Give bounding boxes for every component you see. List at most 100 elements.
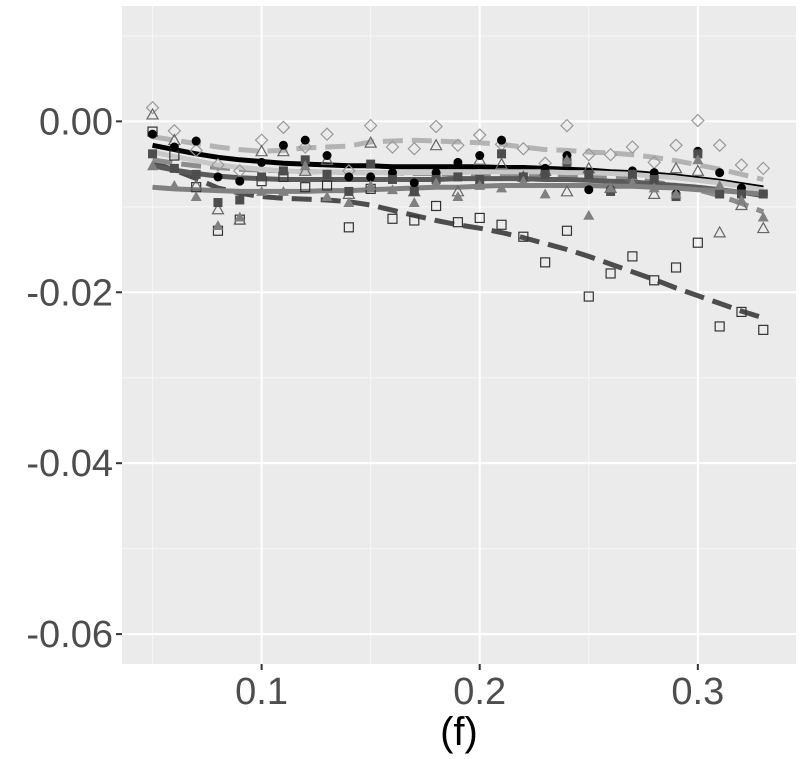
filled-triangle-point — [386, 184, 398, 195]
filled-triangle-point — [496, 182, 508, 193]
open-diamond-point — [276, 120, 291, 135]
open-diamond-point — [145, 100, 160, 115]
filled-triangle-point — [757, 211, 769, 222]
filled-triangle-point — [234, 211, 246, 222]
filled-square-point — [758, 189, 768, 199]
data-points — [145, 100, 771, 335]
open-diamond-point — [189, 143, 204, 158]
open-square-point — [627, 251, 638, 262]
open-square-point — [649, 275, 660, 286]
open-triangle-point — [298, 164, 312, 176]
filled-triangle-point — [408, 197, 420, 207]
filled-triangle-point — [692, 154, 704, 165]
y-tick-label: 0.00 — [39, 101, 113, 143]
filled-square-point — [366, 159, 376, 169]
open-diamond-point — [298, 140, 313, 154]
filled-square-point — [693, 149, 703, 159]
x-tick-label: 0.2 — [453, 671, 506, 713]
filled-square-point — [584, 169, 594, 179]
filled-triangle-point — [299, 160, 311, 171]
x-tick-labels: 0.1 0.2 0.3 — [235, 671, 724, 713]
filled-circle-point — [475, 151, 485, 161]
open-square-fit-line — [151, 160, 765, 321]
filled-circle-point — [453, 157, 463, 167]
filled-circle-point — [191, 136, 201, 146]
open-square-point — [561, 225, 573, 236]
filled-circle-point — [257, 157, 267, 167]
open-square-point — [452, 217, 464, 228]
filled-circle-point — [148, 129, 158, 139]
y-tick-labels: 0.00 -0.02 -0.04 -0.06 — [26, 101, 113, 656]
open-diamond-point — [167, 123, 182, 138]
filled-triangle-point — [343, 197, 355, 207]
filled-triangle-point — [735, 194, 747, 205]
filled-circle-point — [322, 151, 332, 161]
open-square-point — [496, 219, 507, 230]
open-triangle-point — [495, 157, 509, 170]
x-tick-label: 0.1 — [235, 671, 288, 713]
filled-square-point — [235, 195, 245, 205]
open-square-point — [540, 257, 551, 268]
filled-circle-point — [431, 168, 441, 178]
filled-triangle-point — [256, 185, 268, 196]
filled-triangle-point — [321, 191, 333, 201]
major-gridlines — [122, 6, 796, 664]
open-square-point — [321, 180, 333, 191]
filled-square-point — [322, 169, 332, 179]
filled-triangle-point — [147, 160, 159, 171]
open-diamond-point — [669, 138, 683, 153]
open-triangle-point — [364, 135, 378, 148]
filled-triangle-point — [648, 182, 660, 193]
open-triangle-point — [255, 144, 269, 157]
open-diamond-point — [385, 140, 400, 154]
open-diamond-point — [756, 161, 771, 176]
open-diamond-point — [320, 127, 334, 142]
open-triangle-point — [429, 138, 443, 151]
open-square-point — [714, 321, 725, 332]
filled-square-point — [736, 189, 746, 199]
open-triangle-point — [691, 164, 705, 176]
filled-circle-point — [584, 185, 594, 195]
axis-ticks — [116, 120, 699, 670]
open-square-point — [758, 324, 769, 335]
filled-triangle-point — [430, 177, 442, 188]
filled-triangle-fit-line — [152, 183, 764, 197]
open-triangle-point — [146, 107, 160, 120]
filled-circle-point — [278, 140, 288, 150]
filled-square-point — [715, 189, 725, 199]
open-diamond-point — [690, 113, 705, 128]
open-diamond-point — [451, 138, 465, 153]
open-diamond-point — [581, 147, 596, 162]
filled-triangle-point — [583, 209, 595, 220]
open-triangle-point — [713, 225, 727, 238]
filled-square-point — [213, 198, 223, 208]
filled-square-point — [344, 186, 354, 196]
open-square-point — [430, 200, 442, 212]
filled-square-point — [627, 169, 637, 179]
filled-triangle-point — [168, 179, 180, 190]
open-diamond-fit-line — [152, 134, 764, 182]
filled-circle-point — [409, 178, 419, 188]
filled-triangle-point — [605, 182, 617, 193]
open-diamond-point — [625, 140, 640, 154]
minor-gridlines — [122, 6, 796, 664]
filled-circle-point — [213, 172, 223, 182]
filled-square-point — [191, 169, 201, 179]
filled-square-point — [278, 166, 288, 176]
filled-square-point — [257, 172, 267, 182]
open-diamond-point — [429, 119, 443, 134]
y-tick-label: -0.04 — [26, 443, 113, 485]
open-triangle-point — [211, 202, 225, 215]
filled-triangle-point — [474, 179, 486, 190]
open-triangle-point — [560, 184, 574, 197]
filled-triangle-point — [277, 185, 289, 196]
filled-square-point — [409, 186, 419, 196]
open-diamond-point — [472, 128, 487, 142]
filled-triangle-point — [190, 191, 202, 201]
open-triangle-point — [189, 178, 203, 191]
open-square-point — [583, 291, 594, 302]
open-square-point — [343, 222, 354, 233]
filled-circle-point — [497, 135, 507, 145]
open-triangle-point — [734, 198, 748, 211]
